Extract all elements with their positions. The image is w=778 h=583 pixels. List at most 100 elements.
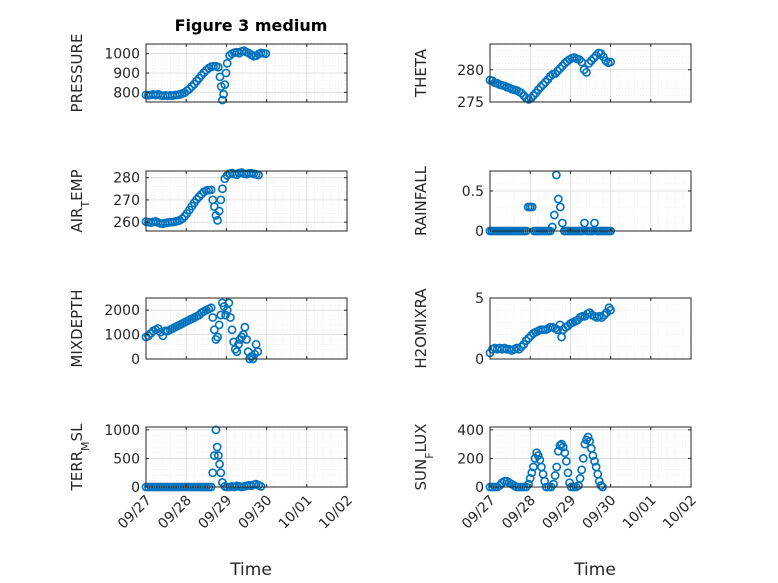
chart-panel-air-temp: 260 270 280 AIRTEMP <box>68 168 348 233</box>
data-point <box>555 202 565 212</box>
x-tick-label: 10/02 <box>316 493 356 533</box>
data-point <box>578 454 588 463</box>
x-tick-label: 09/30 <box>580 493 620 533</box>
data-point <box>212 442 222 452</box>
y-tick-label: 0 <box>475 224 484 240</box>
data-point <box>584 58 594 68</box>
data-point <box>514 344 524 354</box>
y-axis-label: MIXDEPTH <box>68 289 86 367</box>
x-tick-label: 09/29 <box>539 493 579 533</box>
y-axis-label: H2OMIXRA <box>412 288 430 369</box>
data-point <box>586 444 596 453</box>
x-tick-label: 10/01 <box>620 493 660 533</box>
data-point <box>555 64 565 73</box>
chart-panel-h2omixra: 0 5 H2OMIXRA <box>412 288 692 369</box>
data-point <box>557 332 566 342</box>
data-point <box>550 471 560 480</box>
data-point <box>227 325 237 335</box>
x-tick-label: 10/01 <box>276 493 316 533</box>
data-point <box>599 310 609 320</box>
x-tick-label: 10/02 <box>660 493 700 533</box>
data-point <box>552 462 562 472</box>
data-point <box>574 55 584 64</box>
y-tick-label: 270 <box>113 193 140 209</box>
data-point <box>524 479 533 489</box>
y-tick-label: 280 <box>457 63 484 79</box>
data-point <box>606 305 615 315</box>
data-point <box>209 202 219 211</box>
data-point <box>590 456 599 466</box>
y-tick-label: 280 <box>113 171 140 187</box>
data-point <box>182 86 192 96</box>
data-point <box>144 331 153 341</box>
data-point <box>206 185 216 195</box>
y-axis-label: AIRTEMP <box>68 169 92 232</box>
data-point <box>557 61 567 71</box>
data-point <box>589 53 599 63</box>
data-point <box>560 448 570 458</box>
data-point <box>537 462 546 472</box>
y-tick-label: 800 <box>113 85 140 101</box>
data-point <box>521 336 531 346</box>
data-point <box>516 342 526 352</box>
data-point <box>185 84 194 94</box>
y-tick-label: 1000 <box>104 47 140 63</box>
axes-box <box>145 170 348 232</box>
data-point <box>187 82 197 91</box>
data-point <box>240 322 250 332</box>
data-point <box>549 210 559 220</box>
data-point <box>536 82 546 92</box>
data-point <box>582 67 591 77</box>
y-tick-label: 500 <box>113 451 140 467</box>
data-point <box>590 218 599 228</box>
data-point <box>529 462 538 472</box>
data-point <box>215 459 224 469</box>
data-point <box>213 451 223 460</box>
y-tick-label: 900 <box>113 66 140 82</box>
data-point <box>261 49 271 59</box>
data-point <box>596 481 606 490</box>
data-point <box>606 57 615 67</box>
data-point <box>222 58 232 68</box>
data-point <box>588 451 598 460</box>
data-point <box>580 218 589 228</box>
y-tick-label: 200 <box>457 451 484 467</box>
data-point <box>220 80 230 89</box>
y-tick-label: 1000 <box>104 328 140 344</box>
data-point <box>575 474 585 483</box>
data-point <box>256 482 266 491</box>
data-point <box>215 72 225 82</box>
data-point <box>214 206 224 216</box>
y-tick-label: 0 <box>131 352 140 368</box>
data-point <box>253 347 263 357</box>
y-tick-label: 275 <box>457 95 484 111</box>
axes-box <box>145 297 348 360</box>
data-point <box>553 194 563 204</box>
data-point <box>553 325 562 335</box>
data-point <box>541 77 550 87</box>
x-tick-label: 09/29 <box>195 493 235 533</box>
x-tick-label: 09/27 <box>115 493 155 533</box>
y-tick-label: 1000 <box>104 423 140 439</box>
data-point <box>593 469 603 479</box>
x-axis-label-left: Time <box>229 560 272 580</box>
data-point <box>209 451 219 460</box>
data-point <box>524 333 533 343</box>
data-point <box>533 451 543 460</box>
data-point <box>213 62 223 72</box>
y-axis-label: RAINFALL <box>412 165 430 236</box>
y-tick-label: 0 <box>131 480 140 496</box>
data-point <box>601 56 611 66</box>
y-tick-label: 0 <box>475 480 484 496</box>
y-tick-label: 400 <box>457 423 484 439</box>
data-point <box>488 76 497 86</box>
data-point <box>213 215 222 225</box>
data-point <box>226 313 235 322</box>
chart-panel-mixdepth: 0 1000 2000 MIXDEPTH <box>68 289 348 368</box>
data-point <box>558 442 568 452</box>
y-axis-label: SUNFLUX <box>412 424 436 491</box>
data-point <box>557 218 567 228</box>
data-point <box>563 468 573 478</box>
data-point <box>221 68 231 78</box>
chart-panel-theta: 275 280 THETA <box>412 43 692 111</box>
